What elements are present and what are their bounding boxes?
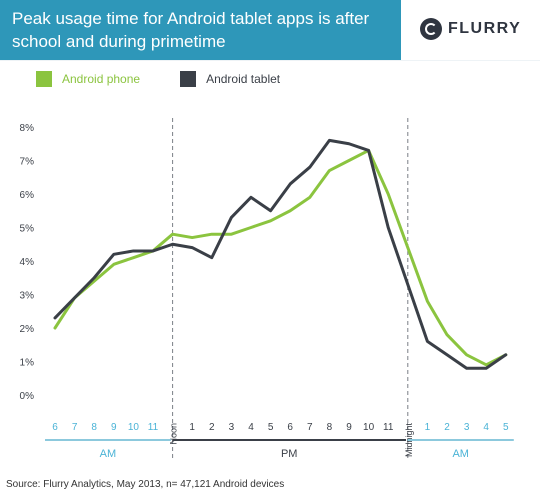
- y-tick-label: 5%: [20, 224, 35, 235]
- legend-label-tablet: Android tablet: [206, 72, 281, 86]
- x-tick-label: 3: [229, 422, 235, 433]
- x-tick-label: 4: [483, 422, 489, 433]
- x-tick-label: 2: [444, 422, 450, 433]
- y-tick-label: 0%: [20, 391, 35, 402]
- x-tick-label: 8: [327, 422, 333, 433]
- x-tick-label: 10: [363, 422, 375, 433]
- y-tick-label: 2%: [20, 324, 35, 335]
- flurry-logo: FLURRY: [420, 16, 521, 42]
- title-band: Peak usage time for Android tablet apps …: [0, 0, 401, 60]
- x-tick-label: 3: [464, 422, 470, 433]
- flurry-logo-icon: [420, 18, 442, 40]
- y-tick-label: 4%: [20, 257, 35, 268]
- x-tick-label: 7: [307, 422, 313, 433]
- y-tick-label: 8%: [20, 123, 35, 134]
- source-note: Source: Flurry Analytics, May 2013, n= 4…: [6, 479, 285, 490]
- y-tick-label: 3%: [20, 291, 35, 302]
- x-tick-label: 6: [52, 422, 58, 433]
- series-line-phone: [53, 148, 508, 367]
- y-tick-label: 7%: [20, 157, 35, 168]
- chart-title: Peak usage time for Android tablet apps …: [12, 9, 370, 51]
- legend: Android phone Android tablet: [36, 71, 280, 87]
- x-tick-label: 7: [72, 422, 78, 433]
- x-tick-label: 9: [111, 422, 117, 433]
- x-tick-label: 1: [189, 422, 195, 433]
- x-tick-label: 10: [128, 422, 140, 433]
- legend-swatch-phone: [36, 71, 52, 87]
- period-label: PM: [281, 448, 298, 460]
- legend-swatch-tablet: [180, 71, 197, 87]
- legend-item-tablet: Android tablet: [180, 71, 280, 87]
- x-tick-label: 4: [248, 422, 254, 433]
- period-label: AM: [100, 448, 117, 460]
- x-tick-label: 6: [287, 422, 293, 433]
- x-tick-label: Noon: [169, 423, 179, 445]
- logo-text: FLURRY: [448, 20, 522, 37]
- y-tick-label: 6%: [20, 190, 35, 201]
- legend-label-phone: Android phone: [62, 72, 141, 86]
- legend-item-phone: Android phone: [36, 71, 140, 87]
- x-tick-label: 8: [91, 422, 97, 433]
- x-tick-label: 2: [209, 422, 215, 433]
- header: Peak usage time for Android tablet apps …: [0, 0, 540, 61]
- x-tick-label: 5: [268, 422, 274, 433]
- period-label: AM: [452, 448, 469, 460]
- x-tick-label: 9: [346, 422, 352, 433]
- x-tick-label: 11: [383, 422, 394, 433]
- x-tick-label: 5: [503, 422, 509, 433]
- series-line-tablet: [53, 138, 508, 370]
- x-tick-label: 1: [425, 422, 431, 433]
- x-tick-label: 11: [148, 422, 159, 433]
- y-tick-label: 1%: [20, 358, 35, 369]
